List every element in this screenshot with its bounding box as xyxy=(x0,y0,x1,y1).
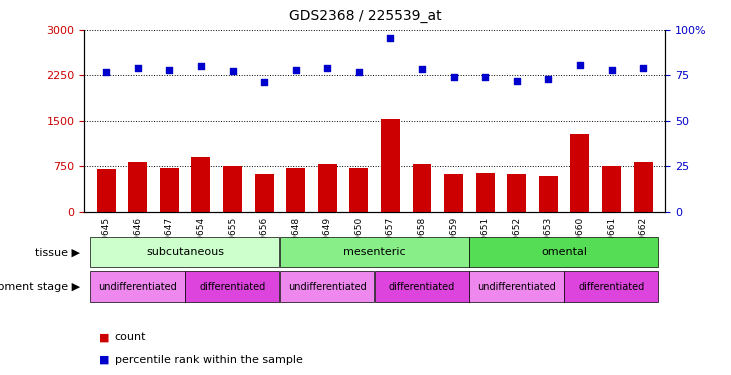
Point xyxy=(164,67,175,73)
Point xyxy=(227,68,238,74)
Point xyxy=(100,69,112,75)
FancyBboxPatch shape xyxy=(91,237,279,267)
Bar xyxy=(287,168,305,212)
Point xyxy=(637,64,649,70)
Point xyxy=(542,75,554,81)
Point xyxy=(574,62,586,68)
Text: undifferentiated: undifferentiated xyxy=(99,282,177,291)
Text: ■: ■ xyxy=(99,333,109,342)
Point xyxy=(416,66,428,72)
Bar xyxy=(602,166,621,212)
Point xyxy=(289,67,301,73)
FancyBboxPatch shape xyxy=(469,271,564,302)
Bar xyxy=(476,173,495,212)
Point xyxy=(480,74,491,80)
Text: undifferentiated: undifferentiated xyxy=(477,282,556,291)
Text: development stage ▶: development stage ▶ xyxy=(0,282,80,291)
Point xyxy=(132,64,143,70)
Bar xyxy=(192,158,211,212)
Bar xyxy=(223,166,242,212)
Point xyxy=(353,69,365,75)
Bar xyxy=(381,119,400,212)
Text: mesenteric: mesenteric xyxy=(344,247,406,257)
Point xyxy=(606,67,618,73)
Point xyxy=(195,63,207,69)
FancyBboxPatch shape xyxy=(469,237,658,267)
Bar xyxy=(412,164,431,212)
FancyBboxPatch shape xyxy=(280,237,469,267)
Text: omental: omental xyxy=(541,247,587,257)
Bar xyxy=(254,174,273,212)
FancyBboxPatch shape xyxy=(564,271,658,302)
Text: percentile rank within the sample: percentile rank within the sample xyxy=(115,355,303,365)
Text: differentiated: differentiated xyxy=(578,282,645,291)
Text: count: count xyxy=(115,333,146,342)
FancyBboxPatch shape xyxy=(280,271,374,302)
FancyBboxPatch shape xyxy=(91,271,184,302)
Text: GDS2368 / 225539_at: GDS2368 / 225539_at xyxy=(289,9,442,23)
Bar xyxy=(507,174,526,212)
Bar xyxy=(570,134,589,212)
Text: tissue ▶: tissue ▶ xyxy=(35,247,80,257)
Bar xyxy=(160,168,179,212)
FancyBboxPatch shape xyxy=(374,271,469,302)
Bar xyxy=(96,170,115,212)
Bar xyxy=(318,164,337,212)
Point xyxy=(511,78,523,84)
Text: differentiated: differentiated xyxy=(389,282,455,291)
Text: undifferentiated: undifferentiated xyxy=(288,282,367,291)
Point xyxy=(258,78,270,84)
Text: ■: ■ xyxy=(99,355,109,365)
Point xyxy=(448,74,460,80)
Point xyxy=(322,64,333,70)
Bar xyxy=(349,168,368,212)
Bar xyxy=(634,162,653,212)
Text: subcutaneous: subcutaneous xyxy=(146,247,224,257)
Text: differentiated: differentiated xyxy=(200,282,265,291)
Point xyxy=(385,35,396,41)
Bar xyxy=(539,176,558,212)
Bar xyxy=(128,162,147,212)
Bar xyxy=(444,174,463,212)
FancyBboxPatch shape xyxy=(185,271,279,302)
